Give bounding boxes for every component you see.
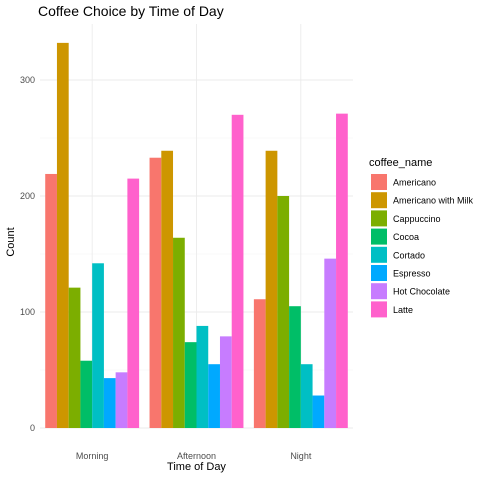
bar-cappuccino-night [277, 196, 290, 428]
legend-label: Americano [393, 178, 436, 188]
bar-cocoa-night [289, 306, 301, 428]
bars [45, 42, 348, 429]
bar-latte-morning [127, 178, 140, 428]
bar-americano-morning [45, 173, 57, 428]
legend-key [371, 174, 387, 190]
x-axis-ticks: Morning Afternoon Night [76, 451, 312, 461]
chart-title: Coffee Choice by Time of Day [38, 3, 224, 19]
bar-espresso-afternoon [208, 364, 220, 428]
bar-americano-with-milk-morning [56, 42, 69, 428]
y-axis-title: Count [5, 227, 17, 256]
bar-cocoa-afternoon [184, 342, 197, 428]
y-tick-label: 100 [20, 307, 35, 317]
legend-label: Americano with Milk [393, 196, 474, 206]
bar-hot-chocolate-morning [115, 372, 128, 428]
bar-hot-chocolate-afternoon [219, 336, 232, 428]
bar-americano-with-milk-night [265, 150, 278, 428]
legend: coffee_name Americano Americano with Milk… [369, 157, 474, 318]
legend-label: Hot Chocolate [393, 287, 450, 297]
y-tick-label: 200 [20, 191, 35, 201]
bar-cortado-night [300, 364, 313, 428]
bar-espresso-morning [103, 378, 116, 428]
legend-title: coffee_name [369, 157, 432, 169]
legend-key [371, 265, 387, 281]
bar-cappuccino-morning [68, 287, 81, 428]
bar-cortado-morning [92, 263, 104, 428]
bar-cocoa-morning [80, 360, 93, 428]
legend-label: Latte [393, 305, 413, 315]
bar-americano-night [253, 299, 266, 428]
legend-key [371, 228, 387, 245]
bar-espresso-night [312, 395, 325, 428]
legend-key [371, 301, 387, 318]
x-tick-label: Afternoon [177, 451, 216, 461]
y-tick-label: 300 [20, 75, 35, 85]
bar-americano-with-milk-afternoon [161, 150, 174, 428]
bar-americano-afternoon [149, 157, 162, 428]
legend-label: Espresso [393, 269, 431, 279]
x-axis-title: Time of Day [167, 461, 226, 473]
legend-label: Cappuccino [393, 214, 441, 224]
bar-latte-afternoon [231, 114, 244, 429]
y-tick-label: 0 [30, 423, 35, 433]
y-axis-ticks: 0 100 200 300 [20, 75, 35, 433]
bar-latte-night [336, 113, 348, 428]
x-tick-label: Night [290, 451, 312, 461]
legend-key [371, 210, 387, 227]
legend-label: Cocoa [393, 232, 419, 242]
legend-label: Cortado [393, 250, 425, 260]
x-tick-label: Morning [76, 451, 109, 461]
bar-hot-chocolate-night [324, 258, 337, 428]
legend-key [371, 283, 387, 300]
bar-cappuccino-afternoon [173, 237, 185, 428]
legend-key [371, 246, 387, 263]
bar-cortado-afternoon [196, 325, 209, 428]
legend-key [371, 192, 387, 209]
